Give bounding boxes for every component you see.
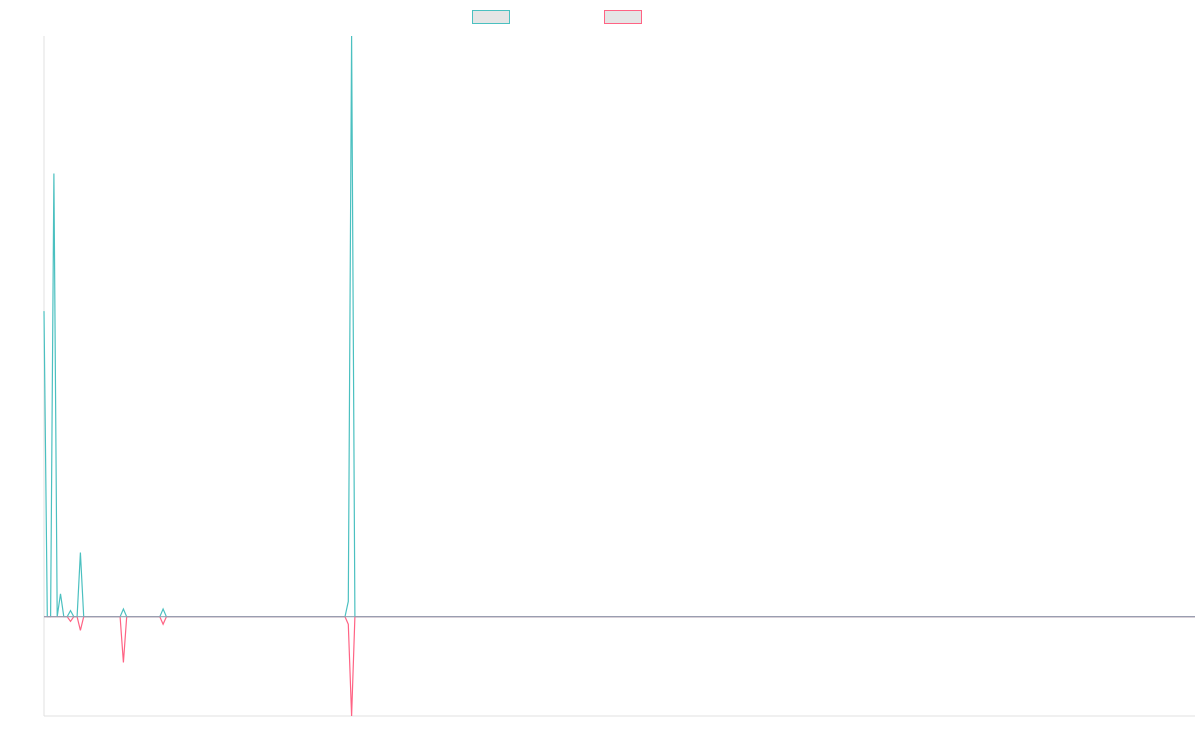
- series-line-2: [44, 616, 1195, 717]
- series-layer: [43, 35, 1195, 717]
- legend-swatch-series-1[interactable]: [472, 10, 510, 24]
- legend-swatch-series-2[interactable]: [604, 10, 642, 24]
- series-line-1: [43, 35, 1195, 618]
- axes: [43, 36, 1195, 717]
